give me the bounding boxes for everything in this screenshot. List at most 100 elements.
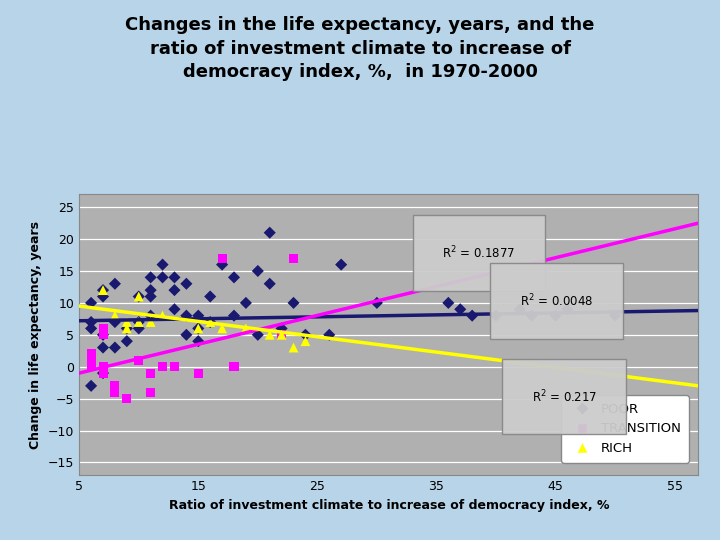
Point (609, 312, 621, 320)
Point (109, 279, 121, 288)
Point (157, 312, 168, 320)
Point (121, 318, 132, 326)
Point (216, 324, 228, 333)
Point (97, 292, 109, 301)
Point (86, 299, 97, 307)
Point (133, 318, 145, 326)
Point (371, 299, 382, 307)
Point (145, 369, 156, 377)
Point (228, 273, 240, 282)
Point (192, 369, 204, 377)
Point (181, 312, 192, 320)
Point (121, 324, 132, 333)
Point (264, 279, 276, 288)
Point (145, 312, 156, 320)
Point (97, 286, 109, 294)
Point (264, 330, 276, 339)
Point (121, 337, 132, 346)
Legend: POOR, TRANSITION, RICH: POOR, TRANSITION, RICH (562, 395, 689, 463)
Point (168, 362, 180, 371)
Point (526, 312, 537, 320)
X-axis label: Ratio of investment climate to increase of democracy index, %: Ratio of investment climate to increase … (168, 498, 609, 511)
Point (97, 369, 109, 377)
Point (145, 388, 156, 396)
Point (276, 324, 287, 333)
Point (157, 362, 168, 371)
Point (86, 356, 97, 364)
Point (97, 369, 109, 377)
Point (168, 305, 180, 314)
Point (86, 349, 97, 358)
Text: Changes in the life expectancy, years, and the
ratio of investment climate to in: Changes in the life expectancy, years, a… (125, 16, 595, 82)
Point (133, 292, 145, 301)
Point (86, 362, 97, 371)
Point (454, 305, 466, 314)
Point (288, 343, 300, 352)
Point (97, 343, 109, 352)
Point (97, 286, 109, 294)
Point (264, 228, 276, 237)
Point (109, 318, 121, 326)
Point (288, 299, 300, 307)
Point (276, 330, 287, 339)
Point (133, 356, 145, 364)
Point (145, 286, 156, 294)
Point (86, 318, 97, 326)
Point (204, 292, 216, 301)
Point (145, 273, 156, 282)
Text: R$^2$ = 0.1877: R$^2$ = 0.1877 (442, 245, 516, 261)
Point (157, 273, 168, 282)
Point (550, 312, 562, 320)
Point (192, 324, 204, 333)
Point (145, 292, 156, 301)
Point (109, 388, 121, 396)
Point (157, 260, 168, 269)
Text: R$^2$ = 0.0048: R$^2$ = 0.0048 (520, 293, 593, 309)
Point (192, 324, 204, 333)
Point (323, 330, 335, 339)
Point (216, 254, 228, 262)
Point (86, 324, 97, 333)
Point (336, 260, 347, 269)
Point (97, 330, 109, 339)
Point (133, 292, 145, 301)
Point (490, 312, 502, 320)
Point (109, 343, 121, 352)
Point (121, 394, 132, 403)
Point (97, 362, 109, 371)
Text: R$^2$ = 0.217: R$^2$ = 0.217 (531, 388, 597, 405)
Point (168, 273, 180, 282)
Point (228, 362, 240, 371)
Point (240, 299, 252, 307)
Point (204, 318, 216, 326)
Point (121, 324, 132, 333)
Point (168, 286, 180, 294)
Point (228, 312, 240, 320)
Point (467, 312, 478, 320)
Point (240, 324, 252, 333)
Point (216, 260, 228, 269)
Point (97, 324, 109, 333)
Point (181, 279, 192, 288)
Point (109, 312, 121, 320)
Point (109, 382, 121, 390)
Point (181, 330, 192, 339)
Point (97, 330, 109, 339)
Point (443, 299, 454, 307)
Point (300, 330, 311, 339)
Point (133, 324, 145, 333)
Point (252, 267, 264, 275)
Point (192, 312, 204, 320)
Point (145, 318, 156, 326)
Point (276, 330, 287, 339)
Point (288, 254, 300, 262)
Point (192, 337, 204, 346)
Point (204, 318, 216, 326)
Y-axis label: Change in life expectancy, years: Change in life expectancy, years (30, 221, 42, 449)
Point (252, 330, 264, 339)
Point (514, 305, 526, 314)
Point (86, 382, 97, 390)
Point (133, 318, 145, 326)
Point (300, 337, 311, 346)
Point (562, 305, 573, 314)
